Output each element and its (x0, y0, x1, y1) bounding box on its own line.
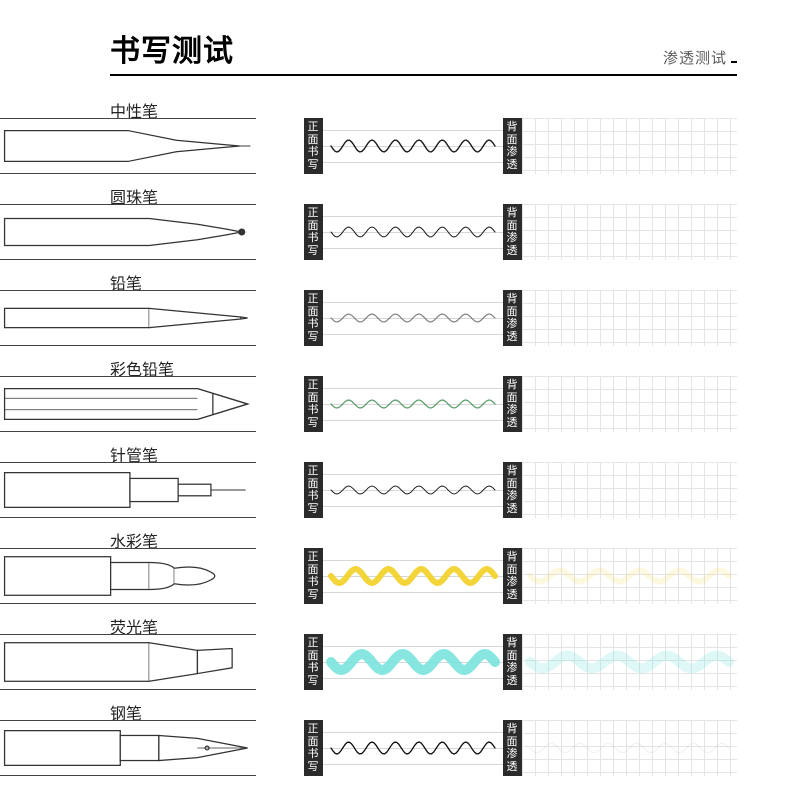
back-label: 背面渗透 (503, 118, 522, 174)
front-label: 正面书写 (304, 290, 323, 346)
front-label: 正面书写 (304, 204, 323, 260)
pen-illustration (0, 548, 256, 604)
pen-illustration (0, 118, 256, 174)
test-strip: 正面书写 背面渗透 (304, 290, 737, 346)
back-label: 背面渗透 (503, 204, 522, 260)
back-label: 背面渗透 (503, 548, 522, 604)
front-label: 正面书写 (304, 376, 323, 432)
front-panel (323, 720, 503, 776)
pen-row-fountain: 钢笔正面书写背面渗透 (0, 704, 800, 774)
front-label: 正面书写 (304, 118, 323, 174)
back-label: 背面渗透 (503, 290, 522, 346)
front-label: 正面书写 (304, 634, 323, 690)
front-panel (323, 548, 503, 604)
front-label: 正面书写 (304, 548, 323, 604)
back-label: 背面渗透 (503, 720, 522, 776)
pen-illustration (0, 376, 256, 432)
back-panel (522, 376, 737, 432)
back-label: 背面渗透 (503, 376, 522, 432)
test-strip: 正面书写 背面渗透 (304, 548, 737, 604)
front-panel (323, 634, 503, 690)
back-panel (522, 634, 737, 690)
back-panel (522, 290, 737, 346)
pen-row-highlighter: 荧光笔正面书写背面渗透 (0, 618, 800, 688)
pen-illustration (0, 290, 256, 346)
front-panel (323, 290, 503, 346)
test-strip: 正面书写 背面渗透 (304, 376, 737, 432)
pen-illustration (0, 720, 256, 776)
pen-row-gel: 中性笔正面书写背面渗透 (0, 102, 800, 172)
test-strip: 正面书写 背面渗透 (304, 118, 737, 174)
header: 书写测试 渗透测试 (110, 30, 737, 76)
test-strip: 正面书写 背面渗透 (304, 634, 737, 690)
pen-row-pencil: 铅笔正面书写背面渗透 (0, 274, 800, 344)
back-panel (522, 720, 737, 776)
back-label: 背面渗透 (503, 462, 522, 518)
front-label: 正面书写 (304, 720, 323, 776)
test-strip: 正面书写 背面渗透 (304, 204, 737, 260)
pen-illustration (0, 462, 256, 518)
pen-row-fineliner: 针管笔正面书写背面渗透 (0, 446, 800, 516)
pen-illustration (0, 204, 256, 260)
pen-row-watercolor-marker: 水彩笔正面书写背面渗透 (0, 532, 800, 602)
front-panel (323, 376, 503, 432)
pen-row-color-pencil: 彩色铅笔正面书写背面渗透 (0, 360, 800, 430)
front-panel (323, 204, 503, 260)
front-panel (323, 462, 503, 518)
back-panel (522, 204, 737, 260)
test-strip: 正面书写 背面渗透 (304, 720, 737, 776)
back-panel (522, 548, 737, 604)
pen-row-ballpoint: 圆珠笔正面书写背面渗透 (0, 188, 800, 258)
front-label: 正面书写 (304, 462, 323, 518)
test-strip: 正面书写 背面渗透 (304, 462, 737, 518)
back-panel (522, 462, 737, 518)
back-label: 背面渗透 (503, 634, 522, 690)
back-panel (522, 118, 737, 174)
front-panel (323, 118, 503, 174)
page-title: 书写测试 (110, 26, 234, 74)
pen-illustration (0, 634, 256, 690)
page-subtitle: 渗透测试 (663, 47, 737, 74)
